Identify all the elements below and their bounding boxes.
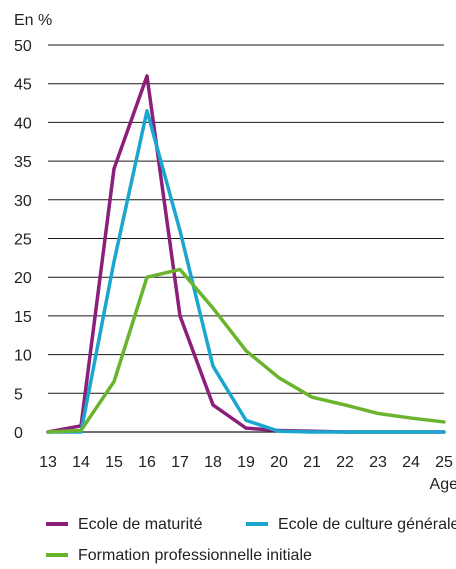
legend-label: Formation professionnelle initiale: [78, 547, 312, 564]
legend-label: Ecole de maturité: [78, 516, 203, 533]
y-tick-label: 20: [14, 270, 32, 287]
y-tick-label: 15: [14, 309, 32, 326]
gridlines: [48, 44, 444, 433]
x-tick-label: 23: [369, 454, 387, 471]
legend-label: Ecole de culture générale: [278, 516, 456, 533]
x-tick-label: 16: [138, 454, 156, 471]
legend: Ecole de maturité Ecole de culture généra…: [46, 516, 456, 564]
series-lines: [46, 74, 446, 434]
x-tick-label: 14: [72, 454, 90, 471]
x-tick-label: 15: [105, 454, 123, 471]
y-tick-label: 50: [14, 38, 32, 55]
x-tick-label: 18: [204, 454, 222, 471]
y-tick-labels: 0 5 10 15 20 25 30 35 40 45 50: [14, 38, 32, 442]
y-tick-label: 35: [14, 154, 32, 171]
x-tick-label: 22: [336, 454, 354, 471]
y-tick-label: 30: [14, 193, 32, 210]
x-axis-label: Age: [430, 476, 456, 493]
x-tick-label: 25: [435, 454, 453, 471]
y-tick-label: 25: [14, 232, 32, 249]
y-tick-label: 10: [14, 348, 32, 365]
y-tick-label: 40: [14, 115, 32, 132]
x-tick-label: 19: [237, 454, 255, 471]
y-axis-label: En %: [14, 12, 52, 29]
x-tick-label: 24: [402, 454, 420, 471]
y-tick-label: 5: [14, 386, 23, 403]
x-tick-label: 17: [171, 454, 189, 471]
y-tick-label: 45: [14, 77, 32, 94]
series-line-3: [46, 267, 446, 434]
series-line-1: [46, 74, 446, 434]
series-line-2: [46, 109, 446, 434]
x-tick-label: 13: [39, 454, 57, 471]
y-tick-label: 0: [14, 425, 23, 442]
x-tick-label: 20: [270, 454, 288, 471]
x-tick-labels: 13 14 15 16 17 18 19 20 21 22 23 24 25: [39, 454, 453, 471]
x-tick-label: 21: [303, 454, 321, 471]
